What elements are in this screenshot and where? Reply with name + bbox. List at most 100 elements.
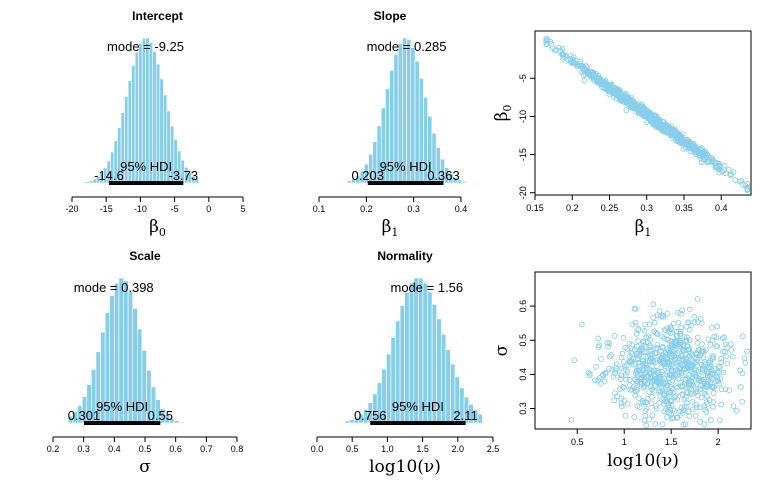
histogram-bar — [183, 422, 189, 424]
scatter-point — [623, 107, 630, 113]
hdi-low-label: 0.301 — [68, 408, 101, 423]
scatter-point — [641, 417, 648, 424]
x-tick-label: 0.3 — [640, 203, 653, 213]
scatter-point — [646, 389, 653, 395]
scatter-point — [702, 347, 709, 353]
scatter-point — [568, 52, 574, 59]
scatter-point — [611, 333, 618, 339]
scatter-point — [611, 397, 617, 404]
scatter-point — [687, 349, 694, 356]
scatter-point — [710, 390, 717, 396]
mode-label: mode = 0.398 — [74, 280, 154, 295]
scatter-point — [618, 403, 625, 410]
scatter-point — [689, 370, 696, 377]
scatter-point — [610, 373, 617, 380]
y-axis-label: β0 — [492, 105, 514, 122]
y-tick-label: -20 — [518, 186, 528, 199]
scatter-point — [702, 156, 708, 163]
scatter-point — [659, 387, 666, 394]
scatter-point — [675, 375, 681, 382]
scatter-point — [683, 393, 690, 400]
scatter-point — [729, 353, 736, 360]
scatter-point — [645, 113, 652, 119]
scatter-point — [699, 365, 706, 372]
scatter-point — [680, 365, 687, 372]
scatter-point — [679, 372, 686, 378]
scatter-point — [679, 383, 686, 390]
hdi-high-label: 0.55 — [148, 408, 173, 423]
scatter-point — [657, 373, 664, 380]
scatter-point — [716, 169, 723, 176]
scatter-point — [615, 91, 621, 97]
scatter-point — [634, 386, 641, 393]
hdi-high-label: 0.363 — [427, 168, 460, 183]
x-tick-label: -15 — [100, 204, 113, 214]
scatter-point — [659, 344, 666, 350]
scatter-point — [620, 358, 627, 365]
scatter-point — [680, 347, 686, 353]
x-tick-label: -20 — [65, 204, 78, 214]
scatter-point — [707, 373, 713, 380]
x-axis-label: β1 — [635, 217, 652, 239]
scatter-point — [697, 419, 704, 425]
scatter-point — [579, 321, 585, 328]
scatter-point — [713, 343, 719, 349]
scatter-point — [617, 376, 624, 382]
scatter-point — [643, 406, 650, 412]
scatter-point — [651, 319, 658, 326]
scatter-point — [660, 314, 667, 320]
scatter-point — [654, 116, 661, 122]
scatter-point — [667, 323, 674, 330]
scatter-point — [685, 363, 692, 370]
scatter-point — [621, 97, 628, 103]
scatter-point — [633, 343, 640, 350]
scatter-point — [674, 372, 680, 379]
histogram-bar — [477, 413, 483, 424]
scatter-point — [696, 150, 702, 156]
scatter-point — [667, 388, 674, 395]
x-tick-label: 0.1 — [313, 204, 326, 214]
scatter-point — [667, 398, 674, 405]
scatter-point — [677, 339, 683, 346]
scatter-point — [732, 177, 739, 183]
scatter-point — [580, 63, 587, 70]
scatter-point — [633, 367, 640, 374]
scatter-point — [665, 400, 672, 407]
scatter-point — [574, 63, 581, 70]
scatter-point — [650, 301, 657, 308]
histogram-bar — [344, 420, 351, 424]
scatter-point — [674, 361, 680, 368]
scatter-point — [686, 337, 693, 343]
scatter-point — [722, 386, 729, 393]
y-tick-label: 0.3 — [518, 402, 528, 415]
scatter-point — [683, 403, 690, 410]
scatter-point — [658, 354, 665, 361]
scatter-point — [678, 310, 684, 317]
scatter-point — [718, 386, 725, 393]
scatter-point — [624, 369, 631, 375]
scatter-point — [674, 414, 680, 421]
scatter-point — [636, 395, 642, 402]
mode-label: mode = -9.25 — [107, 39, 184, 54]
scatter-point — [721, 334, 728, 341]
scatter-point — [695, 319, 701, 325]
scatter-point — [670, 320, 677, 327]
scatter-point — [659, 421, 666, 428]
scatter-point — [652, 124, 659, 130]
scatter-point — [664, 346, 671, 353]
scatter-point — [636, 353, 643, 359]
hdi-low-label: -14.6 — [94, 168, 124, 183]
scatter-point — [742, 360, 749, 366]
scatter-point — [671, 132, 678, 138]
scatter-point — [585, 369, 592, 376]
scatter-point — [683, 400, 690, 406]
x-tick-label: 0.3 — [77, 444, 90, 454]
y-tick-label: 0.5 — [518, 334, 528, 347]
x-tick-label: 1.0 — [381, 444, 394, 454]
scatter-point — [739, 398, 745, 405]
scatter-point — [701, 376, 707, 383]
scatter-point — [642, 412, 649, 419]
scatter-point — [685, 319, 692, 326]
x-tick-label: 0.6 — [169, 444, 182, 454]
